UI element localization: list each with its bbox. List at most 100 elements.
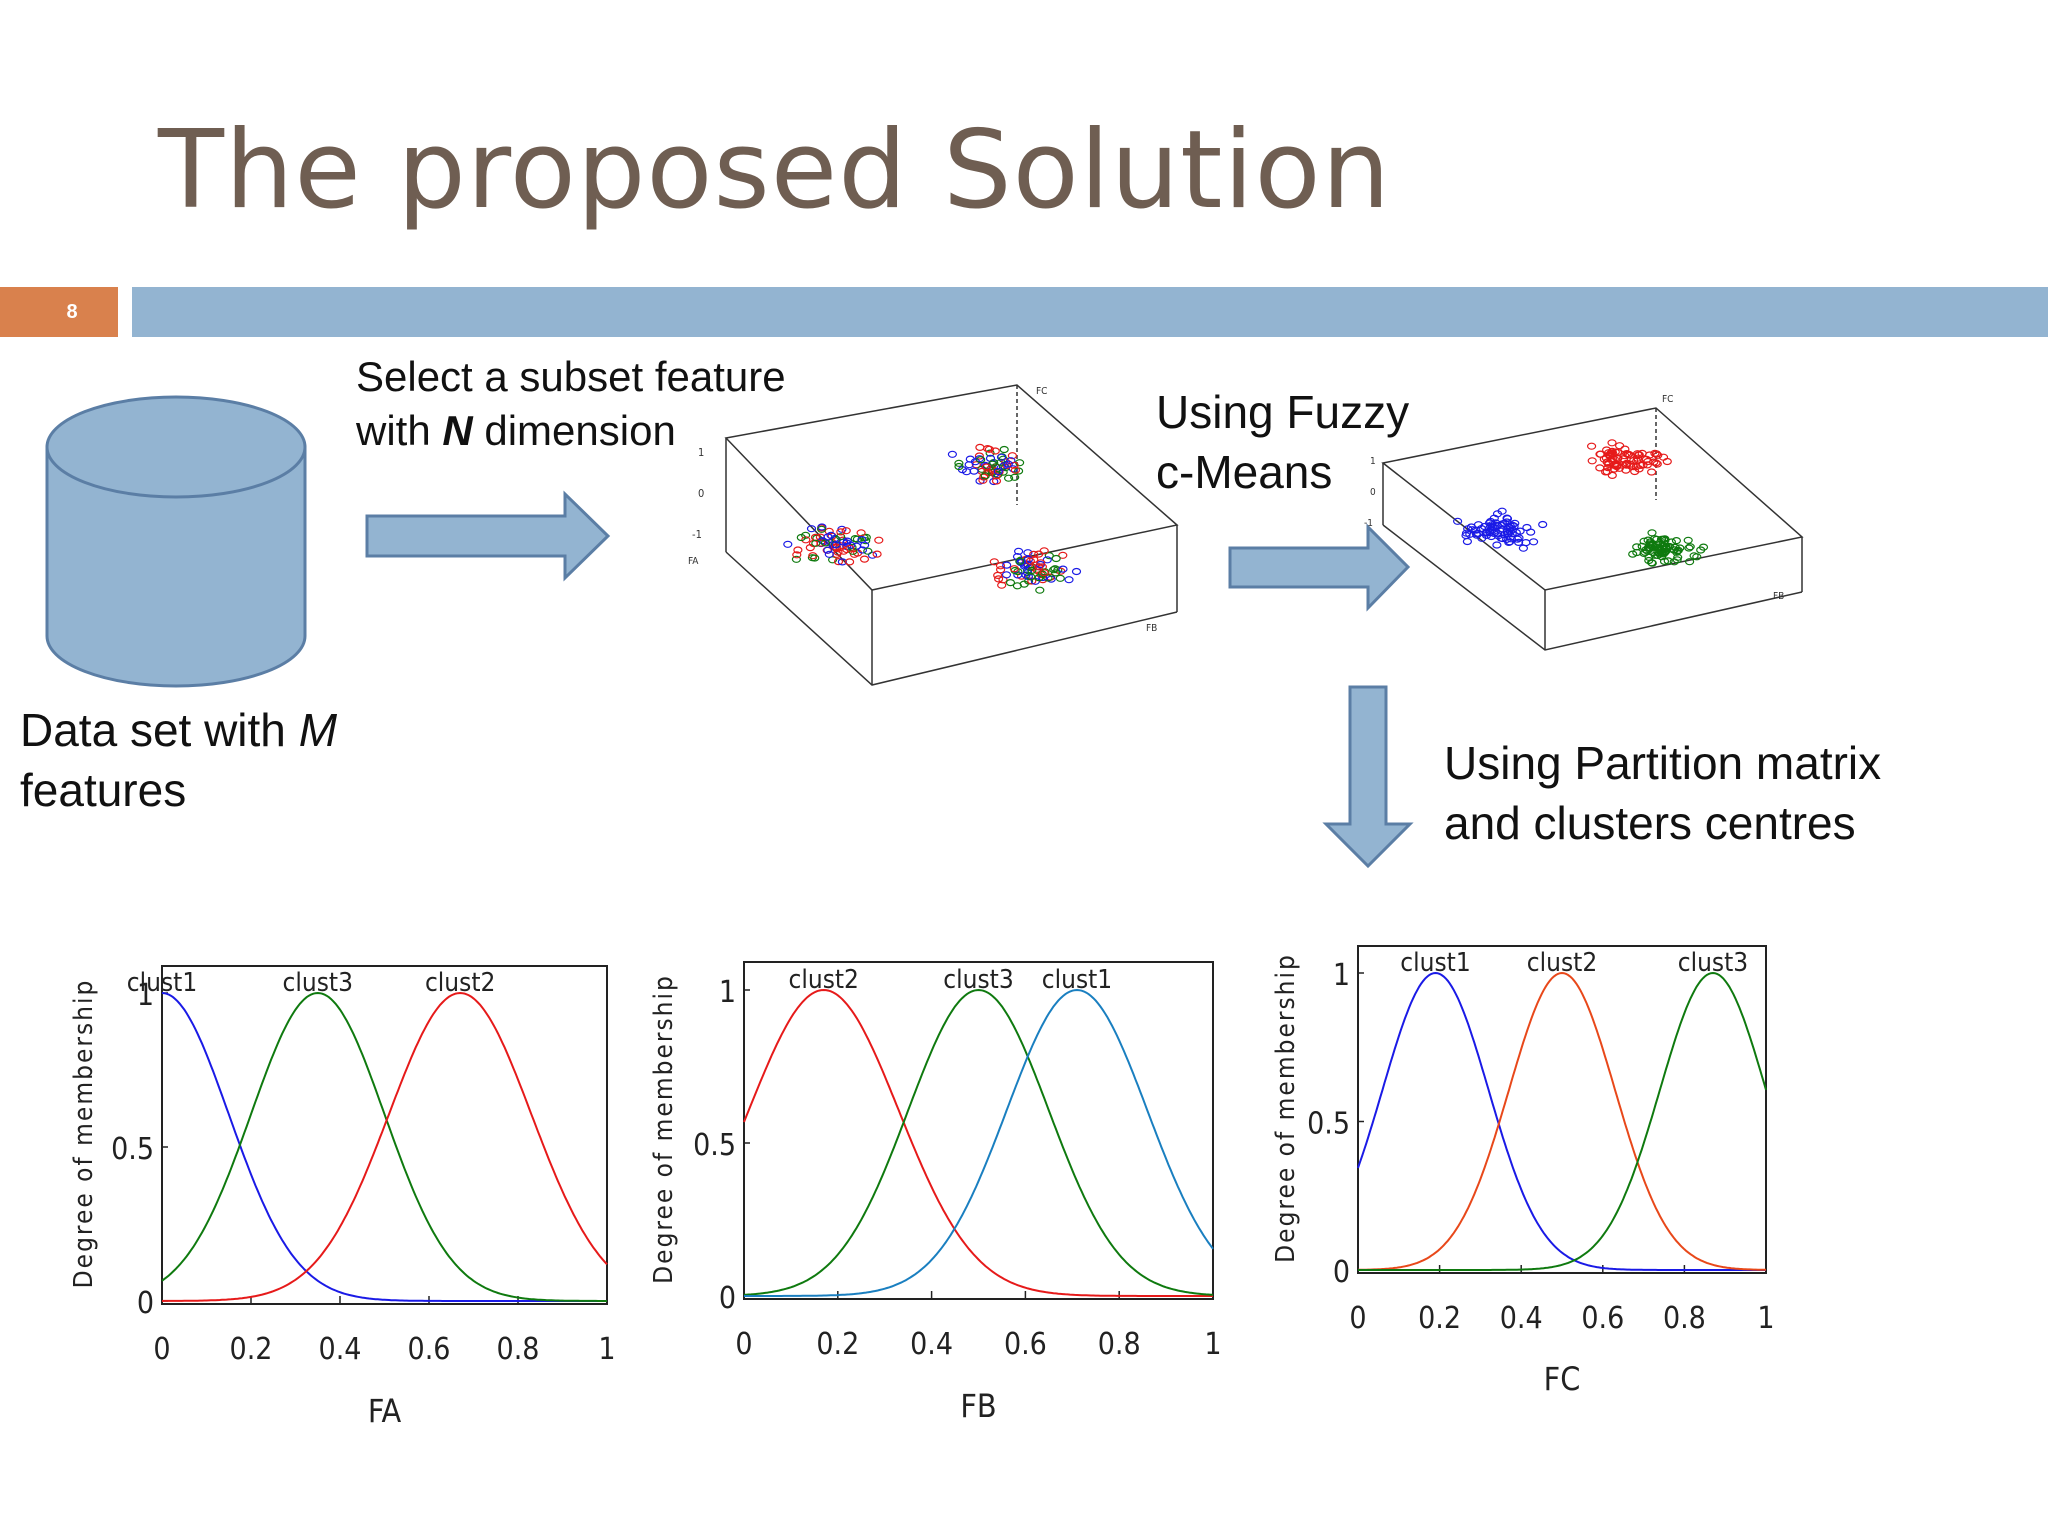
scatter-point [1659, 549, 1670, 557]
scatter-point [857, 546, 868, 554]
scatter-point [863, 547, 873, 555]
x-tick-label: 0.6 [1004, 1327, 1047, 1362]
x-tick-label: 0.4 [1500, 1301, 1543, 1336]
scatter-point [823, 546, 833, 554]
scatter-point [1644, 451, 1655, 459]
scatter-point [835, 533, 846, 541]
scatter-point [993, 571, 1003, 580]
scatter-point [991, 472, 1001, 480]
arrow-to-subset [365, 490, 611, 582]
scatter-point [872, 550, 882, 558]
scatter-point [1651, 450, 1662, 458]
scatter-point [998, 468, 1008, 476]
scatter-point [1526, 528, 1536, 536]
scatter-point [1504, 538, 1514, 547]
scatter-point [971, 461, 981, 469]
scatter-plot-clustered [1381, 407, 1804, 651]
scatter-point [1514, 534, 1524, 542]
scatter-point [1013, 547, 1024, 555]
scatter-point [965, 455, 975, 463]
series-label-clust1: clust1 [1400, 948, 1470, 978]
scatter-point [1607, 471, 1617, 479]
scatter-point [1490, 528, 1500, 536]
chart-frame [161, 965, 608, 1305]
dataset-label-line2: features [20, 764, 187, 816]
dataset-label: Data set with M features [20, 700, 337, 820]
x-tick-label: 0.4 [910, 1327, 953, 1362]
x-axis-label: FB [960, 1387, 996, 1425]
scatter-point [1658, 453, 1669, 461]
scatter-point [1612, 462, 1622, 471]
scatter2-fb-label: FB [1773, 591, 1784, 602]
scatter-point [1639, 549, 1649, 558]
y-tick-label: 0.5 [693, 1128, 736, 1163]
scatter-point [1538, 520, 1548, 529]
series-label-clust2: clust2 [789, 965, 859, 995]
scatter-point [1058, 551, 1068, 559]
scatter-point [1622, 459, 1632, 467]
series-label-clust3: clust3 [1678, 948, 1748, 978]
subset-label-with: with [356, 407, 443, 454]
scatter-point [1646, 559, 1657, 567]
scatter-point [783, 540, 793, 548]
x-tick-label: 0 [1349, 1301, 1366, 1336]
scatter-point [1497, 507, 1507, 515]
scatter2-ztick-0: 0 [1370, 487, 1376, 498]
scatter-point [1507, 521, 1517, 529]
y-axis-label: Degree of membership [649, 974, 679, 1284]
x-tick-label: 0.2 [230, 1332, 273, 1367]
page-number-badge [0, 287, 118, 337]
scatter-point [1684, 558, 1695, 566]
scatter-point [997, 581, 1007, 589]
arrow-to-fcm [1228, 523, 1411, 612]
scatter-point [1670, 543, 1680, 552]
scatter-point [1064, 576, 1074, 584]
scatter-point [1632, 543, 1642, 551]
scatter-point [978, 476, 988, 484]
scatter-point [990, 447, 1000, 455]
scatter-point [846, 541, 856, 549]
scatter-point [1607, 439, 1617, 447]
scatter-point [1012, 552, 1023, 561]
scatter-point [1009, 461, 1019, 469]
scatter-point [1013, 571, 1023, 579]
scatter-point [1471, 526, 1481, 534]
y-axis-label: Degree of membership [69, 979, 99, 1289]
fcm-label: Using Fuzzy c-Means [1156, 382, 1409, 502]
scatter-point [874, 536, 884, 544]
scatter-point [1510, 519, 1520, 527]
scatter-point [1003, 460, 1013, 468]
scatter-point [1071, 567, 1082, 576]
scatter-point [1602, 468, 1612, 476]
y-tick-label: 0 [137, 1286, 154, 1321]
scatter2-fc-label: FC [1662, 394, 1673, 405]
series-label-clust1: clust1 [1042, 965, 1112, 995]
scatter-point [1493, 530, 1503, 538]
scatter-point [1644, 556, 1654, 565]
y-tick-label: 0.5 [111, 1132, 154, 1167]
scatter-point [1646, 468, 1657, 476]
scatter-point [1512, 535, 1523, 543]
series-clust1 [744, 988, 1214, 1297]
scatter1-fa-label: FA [688, 556, 699, 567]
scatter-point [1505, 538, 1515, 546]
x-tick-label: 0.8 [497, 1332, 540, 1367]
scatter-point [954, 462, 964, 471]
scatter-point [1528, 538, 1539, 546]
scatter-point [1034, 563, 1044, 571]
scatter2-ztick-1: 1 [1370, 456, 1376, 467]
dataset-label-m: M [298, 704, 338, 756]
scatter-point [1513, 538, 1524, 547]
scatter-point [1502, 527, 1512, 536]
scatter-point [1671, 548, 1682, 556]
scatter-point [1614, 442, 1625, 450]
scatter-point [1001, 571, 1012, 579]
scatter-point [1027, 566, 1037, 575]
scatter-point [1025, 557, 1036, 565]
scatter-point [985, 449, 995, 457]
series-clust2 [1358, 971, 1766, 1271]
scatter-point [1005, 578, 1016, 587]
scatter-point [1023, 549, 1033, 557]
scatter-point [1023, 555, 1034, 564]
